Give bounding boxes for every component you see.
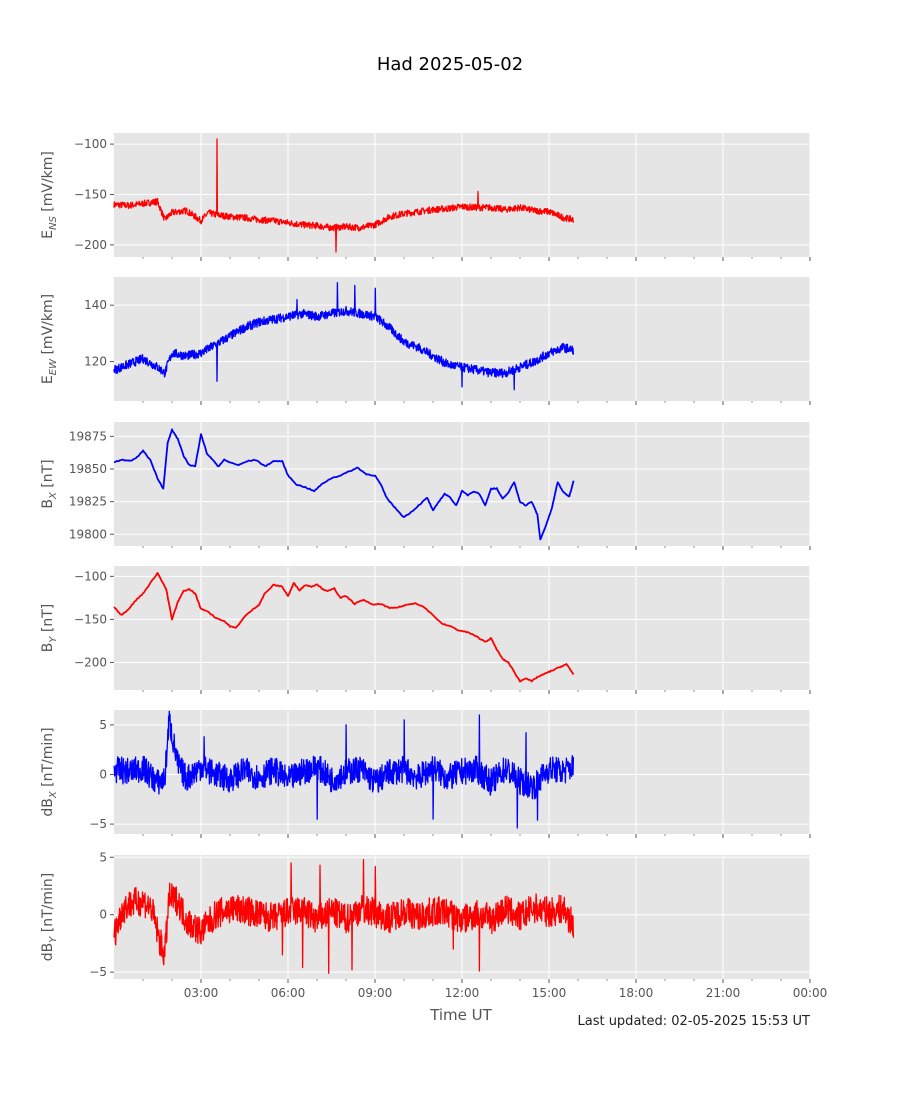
series-line-eew: [113, 281, 575, 391]
y-axis-label-sub: Y: [48, 636, 59, 643]
y-axis-label-sub: X: [48, 790, 59, 799]
y-tick-label: −200: [74, 655, 107, 669]
y-tick-label: 19850: [69, 462, 107, 476]
panel-dbx: 5 0 −5 dBX [nT/min]: [40, 710, 811, 838]
y-axis-label-main: B: [40, 499, 56, 509]
series-line-bx: [113, 428, 575, 541]
y-tick-label: 0: [99, 908, 107, 922]
y-axis-label-main: dB: [40, 943, 56, 962]
y-axis-label-unit: [nT/min]: [40, 873, 56, 937]
y-axis-label-sub: NS: [48, 216, 59, 230]
x-tick-label: 15:00: [532, 986, 567, 1000]
series-line-by: [113, 572, 575, 683]
y-axis-label-unit: [nT]: [40, 604, 56, 637]
y-tick-label: −5: [89, 817, 107, 831]
y-axis-label: ENS [mV/km]: [40, 151, 59, 239]
y-tick-label: 5: [99, 718, 107, 732]
y-tick-label: −5: [89, 965, 107, 979]
y-tick-label: −100: [74, 569, 107, 583]
y-axis-label: BY [nT]: [40, 604, 59, 653]
x-axis-label: Time UT: [429, 1006, 492, 1024]
y-axis-label-unit: [nT/min]: [40, 727, 56, 791]
y-tick-label: 5: [99, 850, 107, 864]
y-tick-label: 0: [99, 767, 107, 781]
y-axis-label: dBY [nT/min]: [40, 873, 59, 962]
y-axis-label-unit: [nT]: [40, 459, 56, 492]
y-axis-label-sub: X: [48, 491, 59, 500]
y-axis-label: BX [nT]: [40, 459, 59, 508]
y-axis-label: EEW [mV/km]: [40, 294, 59, 384]
y-axis-label-sub: EW: [48, 358, 59, 375]
y-tick-label: −100: [74, 137, 107, 151]
y-tick-label: −150: [74, 612, 107, 626]
panel-bx: 19800 19825 19850 19875 BX [nT]: [40, 422, 811, 550]
x-tick-label: 21:00: [706, 986, 741, 1000]
series-line-ens: [113, 138, 575, 253]
y-axis-label-main: dB: [40, 798, 56, 817]
chart-title: Had 2025-05-02: [377, 54, 523, 75]
x-tick-label: 00:00: [793, 986, 828, 1000]
x-tick-label: 09:00: [358, 986, 393, 1000]
y-tick-label: 140: [84, 298, 107, 312]
series-line-dbx: [113, 710, 575, 829]
x-tick-label: 18:00: [619, 986, 654, 1000]
panel-by: −100 −150 −200 BY [nT]: [40, 566, 811, 694]
y-tick-label: 19800: [69, 527, 107, 541]
y-axis-label-main: B: [40, 643, 56, 653]
y-tick-label: −200: [74, 238, 107, 252]
last-updated: Last updated: 02-05-2025 15:53 UT: [577, 1014, 810, 1029]
x-tick-label: 06:00: [271, 986, 306, 1000]
y-tick-label: 19875: [69, 429, 107, 443]
y-tick-label: −150: [74, 187, 107, 201]
series-line-dby: [113, 858, 575, 974]
y-tick-label: 120: [84, 355, 107, 369]
x-tick-label: 03:00: [184, 986, 219, 1000]
y-axis-label-unit: [mV/km]: [40, 151, 56, 216]
y-axis-label-main: E: [40, 375, 56, 384]
y-tick-label: 19825: [69, 495, 107, 509]
panel-dby: 03:00 06:00 09:00 12:00 15:00 18:00 21:00 00:00…: [40, 850, 827, 1000]
x-tick-label: 12:00: [445, 986, 480, 1000]
panel-eew: 120 140 EEW [mV/km]: [40, 277, 811, 405]
y-axis-label-sub: Y: [48, 936, 59, 943]
panel-ens: −100 −150 −200 ENS [mV/km]: [40, 133, 811, 261]
y-axis-label-main: E: [40, 230, 56, 239]
y-axis-label: dBX [nT/min]: [40, 727, 59, 816]
y-axis-label-unit: [mV/km]: [40, 294, 56, 359]
